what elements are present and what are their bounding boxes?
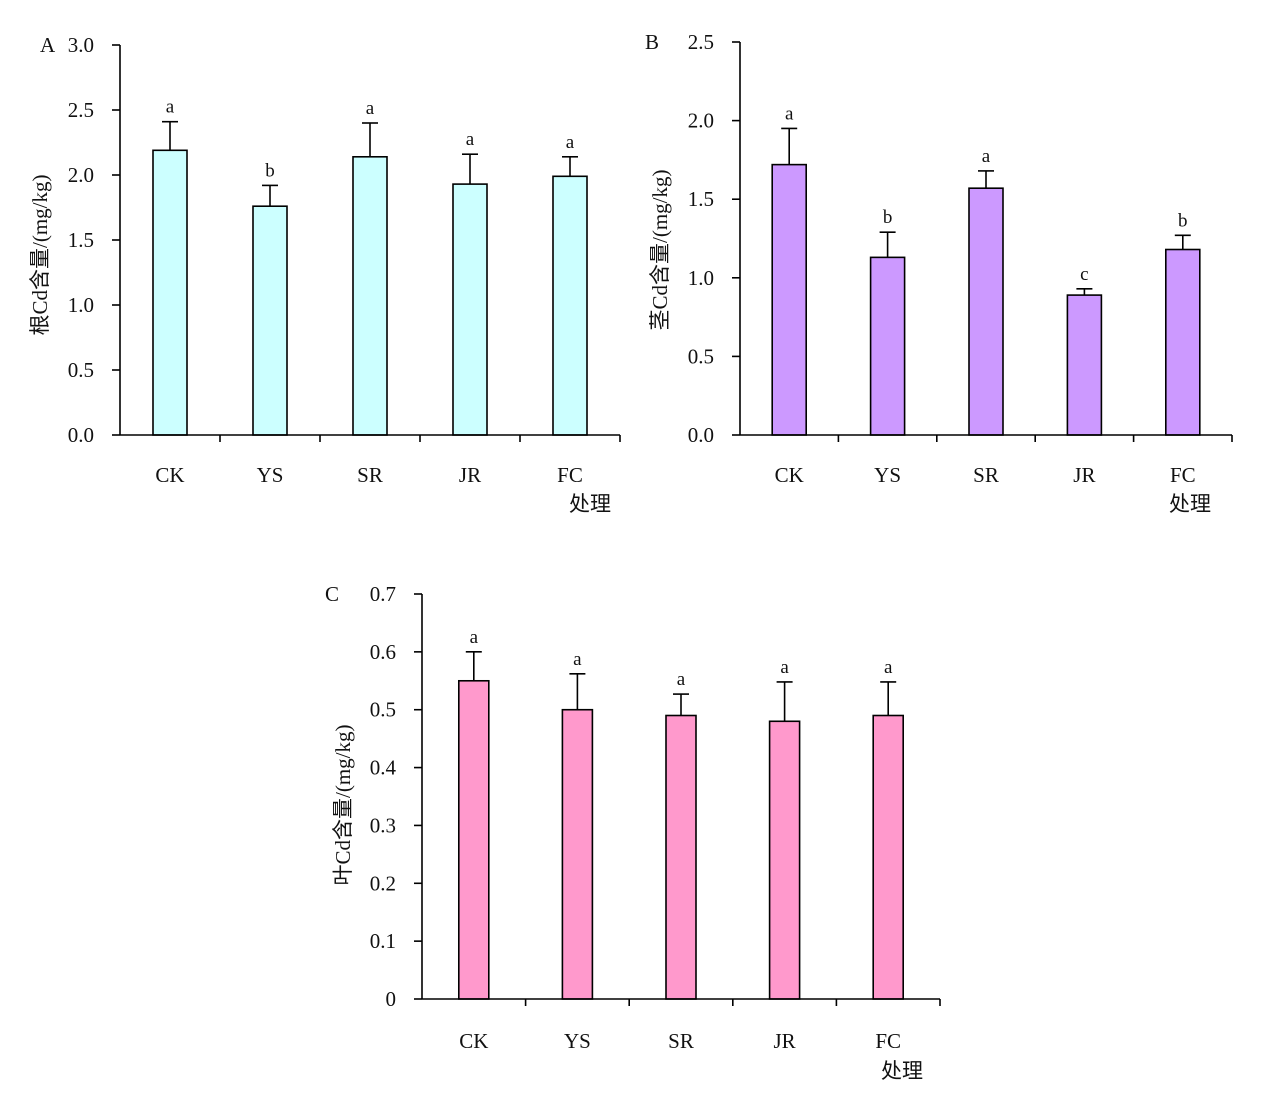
bar-ck [457,679,490,1000]
bar-ck [771,163,808,436]
y-tick-label: 0.3 [370,813,396,837]
panel-a: a CK b YS a SR a JR a FC 0.0 0.5 1.0 1.5 2.0 2.5 3.0 A 根Cd… [28,33,621,516]
category-label: SR [668,1029,694,1053]
y-tick-label: 0.2 [370,871,396,895]
category-label: YS [564,1029,591,1053]
bar-sr [665,714,697,1000]
bar-ys [252,205,288,436]
panel-label: C [325,582,339,606]
x-axis-title: 处理 [1169,492,1211,516]
y-tick-label: 0 [386,987,397,1011]
bar-fc [552,175,588,436]
y-axis-title: 茎Cd含量/(mg/kg) [648,169,672,330]
y-tick-label: 0.1 [370,929,396,953]
significance-label: c [1080,264,1088,285]
panel-label: B [645,30,659,54]
significance-label: a [470,627,479,648]
significance-label: b [1178,210,1188,231]
y-tick-label: 1.5 [688,187,714,211]
significance-label: a [166,97,175,118]
category-label: FC [557,463,583,487]
significance-label: a [677,669,686,690]
x-axis-title: 处理 [881,1059,923,1083]
bar-ck [152,149,188,436]
y-tick-label: 3.0 [68,33,94,57]
significance-label: a [780,657,789,678]
category-label: CK [775,463,804,487]
significance-label: a [982,146,991,167]
y-tick-label: 2.5 [688,30,714,54]
significance-label: b [265,160,275,181]
bar-jr [452,183,488,436]
bar-ys [869,256,906,436]
significance-label: a [573,649,582,670]
panel-b: a CK b YS a SR c JR b FC 0.0 0.5 1.0 1.5 2.0 2.5 B 茎Cd含量/… [645,30,1233,516]
significance-label: a [785,103,794,124]
significance-label: b [883,207,893,228]
bar-fc [1165,248,1201,436]
y-tick-label: 0.6 [370,640,396,664]
y-tick-label: 1.0 [688,266,714,290]
significance-label: a [566,132,575,153]
y-tick-label: 1.0 [68,293,94,317]
y-tick-label: 1.5 [68,228,94,252]
category-label: JR [459,463,481,487]
bar-jr [768,720,801,1000]
category-label: YS [874,463,901,487]
y-tick-label: 0.0 [68,423,94,447]
y-tick-label: 2.5 [68,98,94,122]
category-label: JR [774,1029,796,1053]
y-tick-label: 2.0 [688,109,714,133]
significance-label: a [466,129,475,150]
category-label: FC [875,1029,901,1053]
category-label: CK [459,1029,488,1053]
y-axis-title: 根Cd含量/(mg/kg) [28,174,52,335]
y-tick-label: 0.5 [688,344,714,368]
panel-c: a CK a YS a SR a JR a FC 0 0.1 0.2 0.3 0.4 0.5 0.6 0.7 C 叶C… [325,582,941,1083]
bar-jr [1066,294,1103,436]
category-label: JR [1073,463,1095,487]
category-label: CK [155,463,184,487]
x-axis-title: 处理 [569,492,611,516]
bar-ys [561,708,594,1000]
bar-fc [872,714,905,1000]
panel-label: A [40,33,56,57]
bar-sr [352,156,388,436]
bar-sr [968,187,1004,436]
y-tick-label: 0.4 [370,756,397,780]
category-label: YS [257,463,284,487]
y-tick-label: 0.0 [688,423,714,447]
y-axis-title: 叶Cd含量/(mg/kg) [331,724,355,885]
category-label: SR [357,463,383,487]
category-label: SR [973,463,999,487]
category-label: FC [1170,463,1196,487]
significance-label: a [884,657,893,678]
significance-label: a [366,98,375,119]
y-tick-label: 0.7 [370,582,396,606]
y-tick-label: 0.5 [370,698,396,722]
y-tick-label: 0.5 [68,358,94,382]
y-tick-label: 2.0 [68,163,94,187]
